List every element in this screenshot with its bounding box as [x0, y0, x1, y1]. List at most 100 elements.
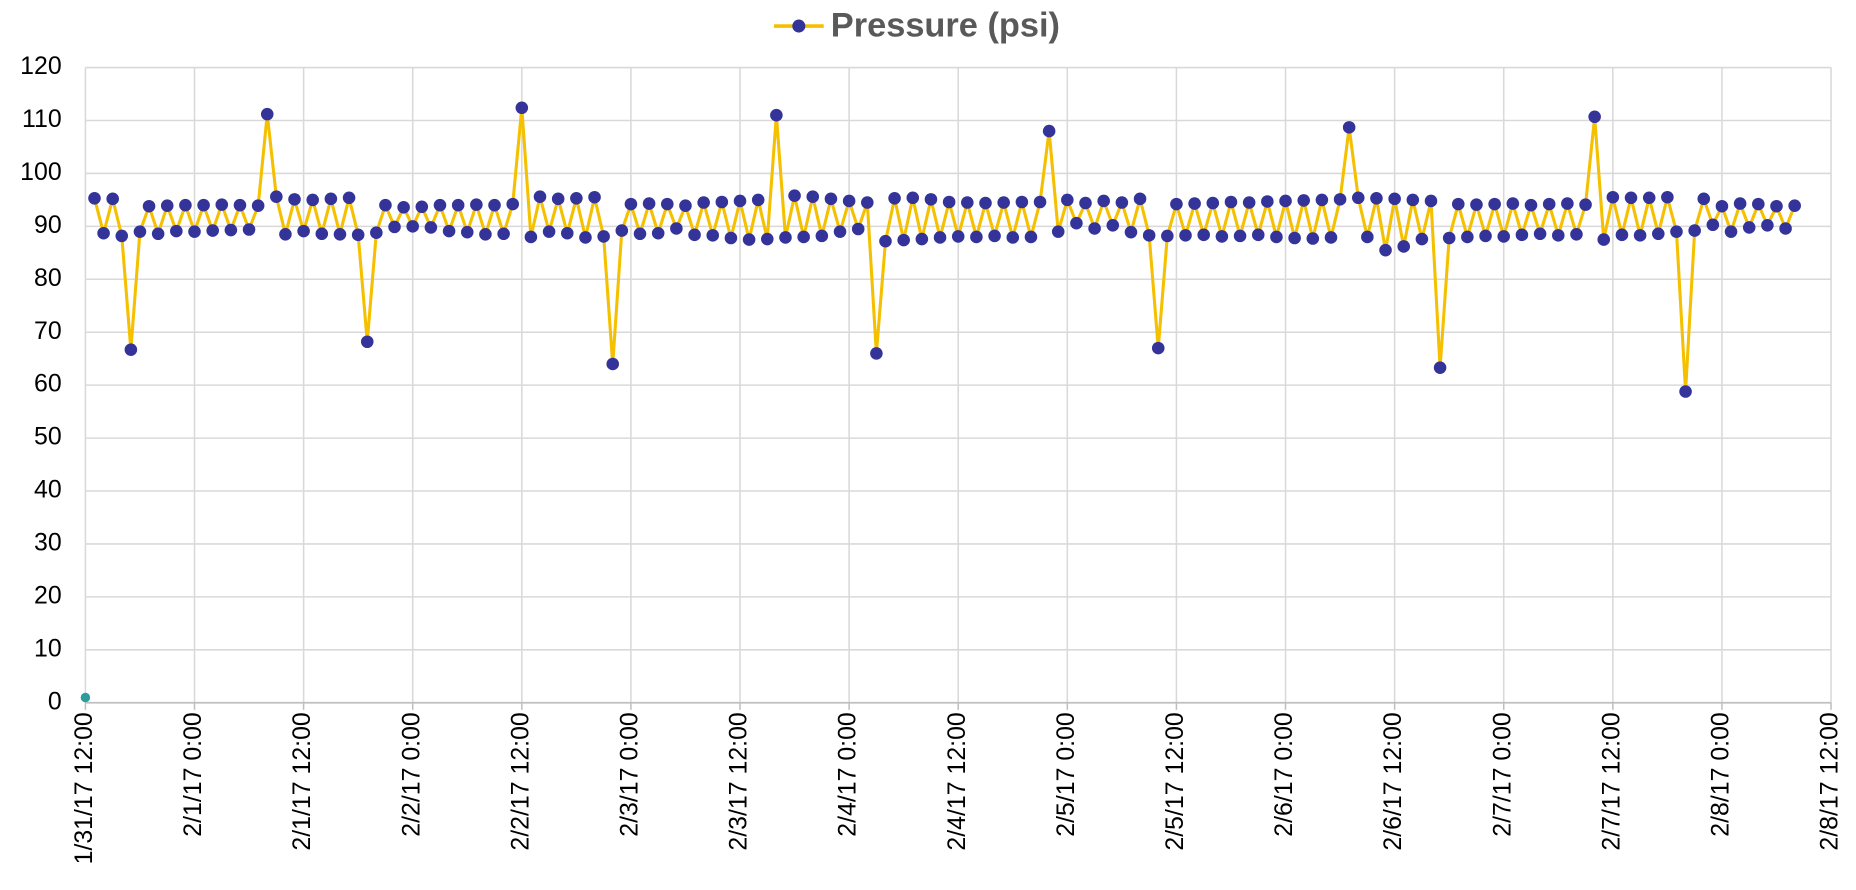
point — [324, 192, 338, 206]
x-tick-label: 1/31/17 12:00 — [70, 712, 98, 864]
point — [360, 335, 374, 349]
point — [1761, 219, 1774, 232]
point — [179, 198, 192, 212]
point — [1133, 192, 1147, 206]
x-tick-label: 2/1/17 12:00 — [288, 712, 316, 850]
point — [1124, 225, 1138, 239]
point — [260, 107, 274, 121]
point — [1061, 193, 1074, 207]
point — [824, 192, 838, 206]
point — [80, 692, 91, 703]
x-tick-label: 2/3/17 12:00 — [725, 712, 753, 850]
point — [1170, 197, 1183, 211]
point — [1106, 219, 1120, 232]
x-tick-label: 2/2/17 0:00 — [397, 712, 425, 836]
point — [1070, 216, 1083, 230]
x-tick-label: 2/6/17 12:00 — [1379, 712, 1407, 850]
point — [479, 228, 492, 241]
point — [1279, 194, 1292, 208]
point — [1706, 218, 1720, 232]
point — [1497, 230, 1511, 243]
point — [379, 198, 392, 212]
point — [1215, 230, 1229, 243]
x-tick-label: 2/8/17 12:00 — [1816, 712, 1844, 850]
point — [1161, 229, 1174, 243]
series-line — [93, 106, 1797, 394]
x-tick-label: 2/5/17 12:00 — [1161, 712, 1189, 850]
point — [1715, 199, 1729, 213]
point — [742, 233, 756, 246]
point — [1151, 341, 1165, 355]
point — [1742, 221, 1756, 234]
point — [315, 227, 329, 241]
point — [1142, 229, 1156, 242]
point — [724, 231, 738, 245]
y-tick-label: 90 — [34, 211, 62, 239]
point — [297, 224, 310, 238]
x-tick-label: 2/2/17 12:00 — [506, 712, 534, 850]
point — [1724, 225, 1738, 238]
point — [1733, 197, 1747, 210]
x-tick-label: 2/6/17 0:00 — [1270, 712, 1298, 836]
point — [1606, 190, 1620, 204]
point — [1197, 228, 1210, 242]
point — [942, 195, 956, 209]
point — [879, 234, 892, 248]
point — [1361, 230, 1374, 244]
point — [1433, 361, 1447, 374]
point — [533, 190, 547, 203]
plot — [80, 101, 1801, 703]
point — [88, 192, 101, 205]
point — [997, 196, 1010, 209]
point — [670, 222, 683, 235]
point — [1051, 225, 1065, 238]
legend-label: Pressure (psi) — [831, 6, 1060, 44]
point — [1097, 194, 1110, 208]
point — [1424, 194, 1438, 208]
point — [624, 197, 638, 211]
point — [1233, 229, 1247, 243]
point — [1342, 121, 1356, 134]
point — [206, 224, 219, 237]
point — [1288, 231, 1301, 245]
point — [1297, 194, 1310, 207]
point — [1688, 224, 1701, 237]
point — [370, 226, 383, 239]
point — [470, 198, 483, 211]
point — [1261, 195, 1274, 208]
point — [915, 232, 929, 246]
point — [1670, 225, 1683, 238]
point — [1770, 199, 1783, 213]
point — [515, 101, 529, 115]
point — [1570, 228, 1583, 241]
point — [1406, 193, 1420, 207]
point — [1661, 190, 1674, 204]
x-tick-label: 2/5/17 0:00 — [1052, 712, 1080, 836]
point — [1315, 193, 1329, 207]
point — [806, 190, 820, 203]
y-tick-label: 50 — [34, 423, 62, 451]
point — [1033, 195, 1047, 209]
y-tick-label: 20 — [34, 581, 62, 609]
point — [115, 229, 129, 243]
point — [1024, 230, 1038, 244]
point — [1242, 196, 1256, 209]
point — [351, 228, 365, 242]
point — [433, 198, 447, 212]
point — [170, 224, 183, 238]
y-tick-label: 0 — [48, 687, 62, 715]
point — [588, 190, 601, 204]
point — [1251, 228, 1265, 242]
x-tick-label: 2/7/17 12:00 — [1597, 712, 1625, 850]
point — [406, 220, 419, 233]
point — [688, 228, 701, 242]
point — [1351, 191, 1365, 205]
point — [1115, 196, 1129, 209]
x-tick-label: 2/4/17 12:00 — [943, 712, 971, 850]
y-tick-label: 40 — [34, 476, 62, 504]
point — [415, 200, 429, 214]
point — [551, 192, 565, 206]
point — [1270, 230, 1283, 244]
point — [715, 195, 729, 209]
